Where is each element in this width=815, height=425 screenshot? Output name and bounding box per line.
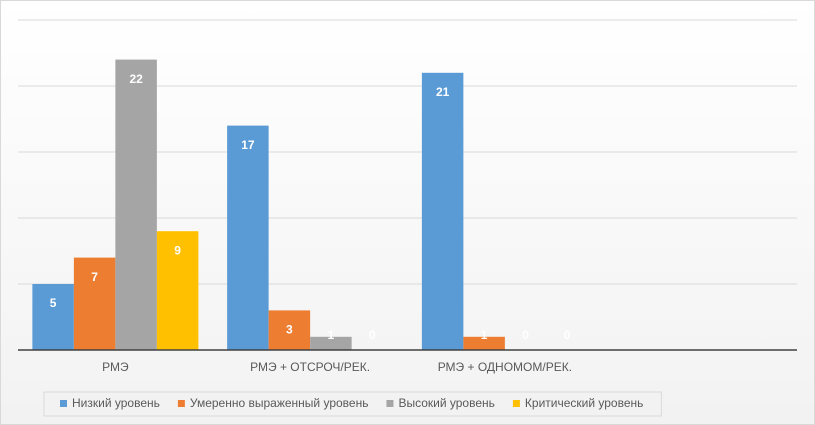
x-tick-label: РМЭ + ОДНОМОМ/РЕК.	[438, 360, 572, 374]
data-label: 0	[564, 328, 571, 342]
legend-label: Критический уровень	[525, 396, 644, 410]
legend-swatch	[60, 400, 67, 407]
legend-swatch	[512, 400, 520, 407]
legend-label: Низкий уровень	[72, 396, 160, 410]
bar	[463, 336, 505, 350]
data-label: 5	[50, 296, 57, 310]
data-label: 0	[369, 328, 376, 342]
bar	[32, 284, 74, 350]
x-tick-label: РМЭ + ОТСРОЧ/РЕК.	[250, 360, 370, 374]
legend-swatch	[177, 400, 185, 407]
legend-box	[43, 391, 662, 417]
bar	[227, 125, 269, 350]
legend-swatch	[386, 400, 394, 407]
bar	[156, 231, 199, 350]
data-label: 1	[328, 328, 335, 342]
bar	[268, 310, 311, 350]
bar	[73, 257, 116, 350]
data-label: 7	[91, 270, 98, 284]
bar	[421, 72, 464, 351]
legend: Низкий уровень Умеренно выраженный уровен…	[43, 391, 662, 417]
data-label: 0	[522, 328, 529, 342]
data-label: 3	[286, 323, 293, 337]
data-label: 22	[129, 72, 143, 86]
x-tick-label: РМЭ	[102, 360, 129, 374]
bar	[115, 59, 157, 350]
data-label: 1	[481, 328, 488, 342]
legend-label: Высокий уровень	[398, 396, 494, 410]
legend-label: Умеренно выраженный уровень	[190, 396, 369, 410]
bar	[310, 336, 352, 350]
data-label: 21	[436, 85, 450, 99]
data-label: 9	[174, 243, 181, 257]
data-label: 17	[241, 138, 255, 152]
